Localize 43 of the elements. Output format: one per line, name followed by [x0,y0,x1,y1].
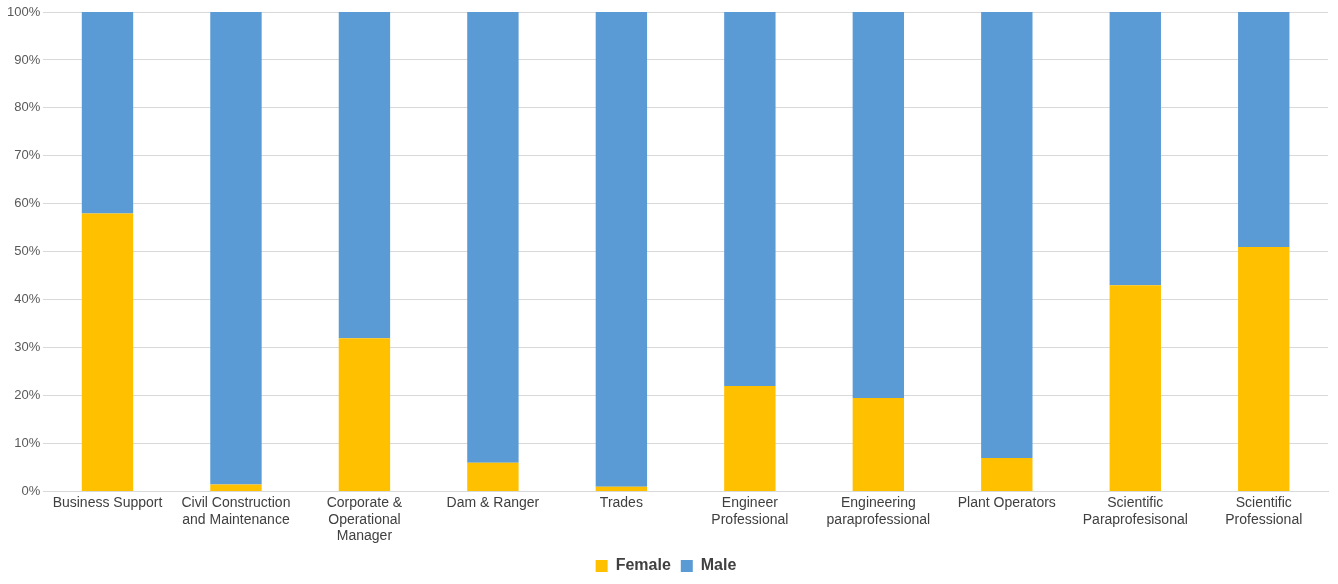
bar [338,12,391,339]
y-tick-label: 30% [14,339,41,355]
y-tick-label: 50% [14,243,41,259]
x-tick-label: Scientific Professional [1225,493,1303,527]
bar [595,486,648,492]
bar [724,12,776,387]
x-tick-label: Corporate & Operational Manager [326,493,403,544]
y-tick-label: 40% [14,291,41,307]
y-tick-label: 100% [7,3,41,19]
legend-label: Female [615,556,671,574]
y-tick-label: 90% [14,51,41,67]
bar [1109,12,1161,286]
y-tick-label: 60% [14,195,41,211]
y-tick-label: 70% [14,147,41,163]
x-tick-label: Engineering paraprofessional [826,493,931,527]
bar [467,12,519,463]
bar [338,338,391,492]
bar [1238,247,1290,492]
x-tick-label: Plant Operators [957,493,1056,510]
bar [210,484,262,492]
bar [852,398,905,492]
x-tick-label: Dam & Ranger [446,493,540,510]
y-tick-label: 0% [21,483,41,499]
x-tick-label: Engineer Professional [711,493,789,527]
bar [981,458,1033,492]
bar [81,213,134,492]
legend-label: Male [700,556,737,574]
bar [724,386,776,492]
x-tick-label: Civil Construction and Maintenance [181,493,291,527]
bar [210,12,262,485]
y-tick-label: 20% [14,387,41,403]
y-tick-label: 10% [14,435,41,451]
bar [467,462,519,492]
x-tick-label: Trades [599,493,643,510]
bar [1238,12,1290,247]
bar [595,12,648,487]
bar [981,12,1033,459]
y-tick-label: 80% [14,99,41,115]
bar [81,12,134,214]
x-tick-label: Scientific Paraprofesisonal [1082,493,1188,527]
bar [1109,285,1161,492]
bar [852,12,905,399]
x-tick-label: Business Support [52,493,163,510]
